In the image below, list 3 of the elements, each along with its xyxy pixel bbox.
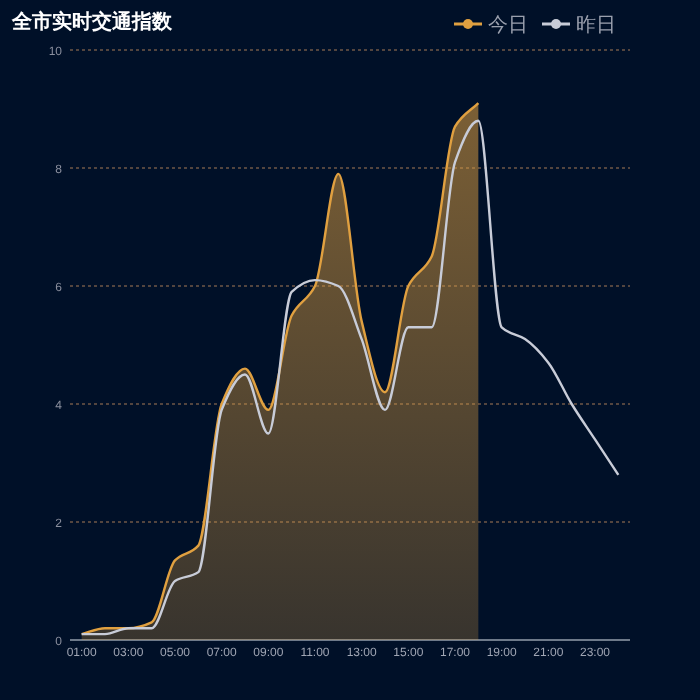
legend-label: 昨日 (576, 13, 616, 37)
title: 全市实时交通指数 (12, 12, 172, 34)
legend-label: 今日 (488, 13, 528, 37)
